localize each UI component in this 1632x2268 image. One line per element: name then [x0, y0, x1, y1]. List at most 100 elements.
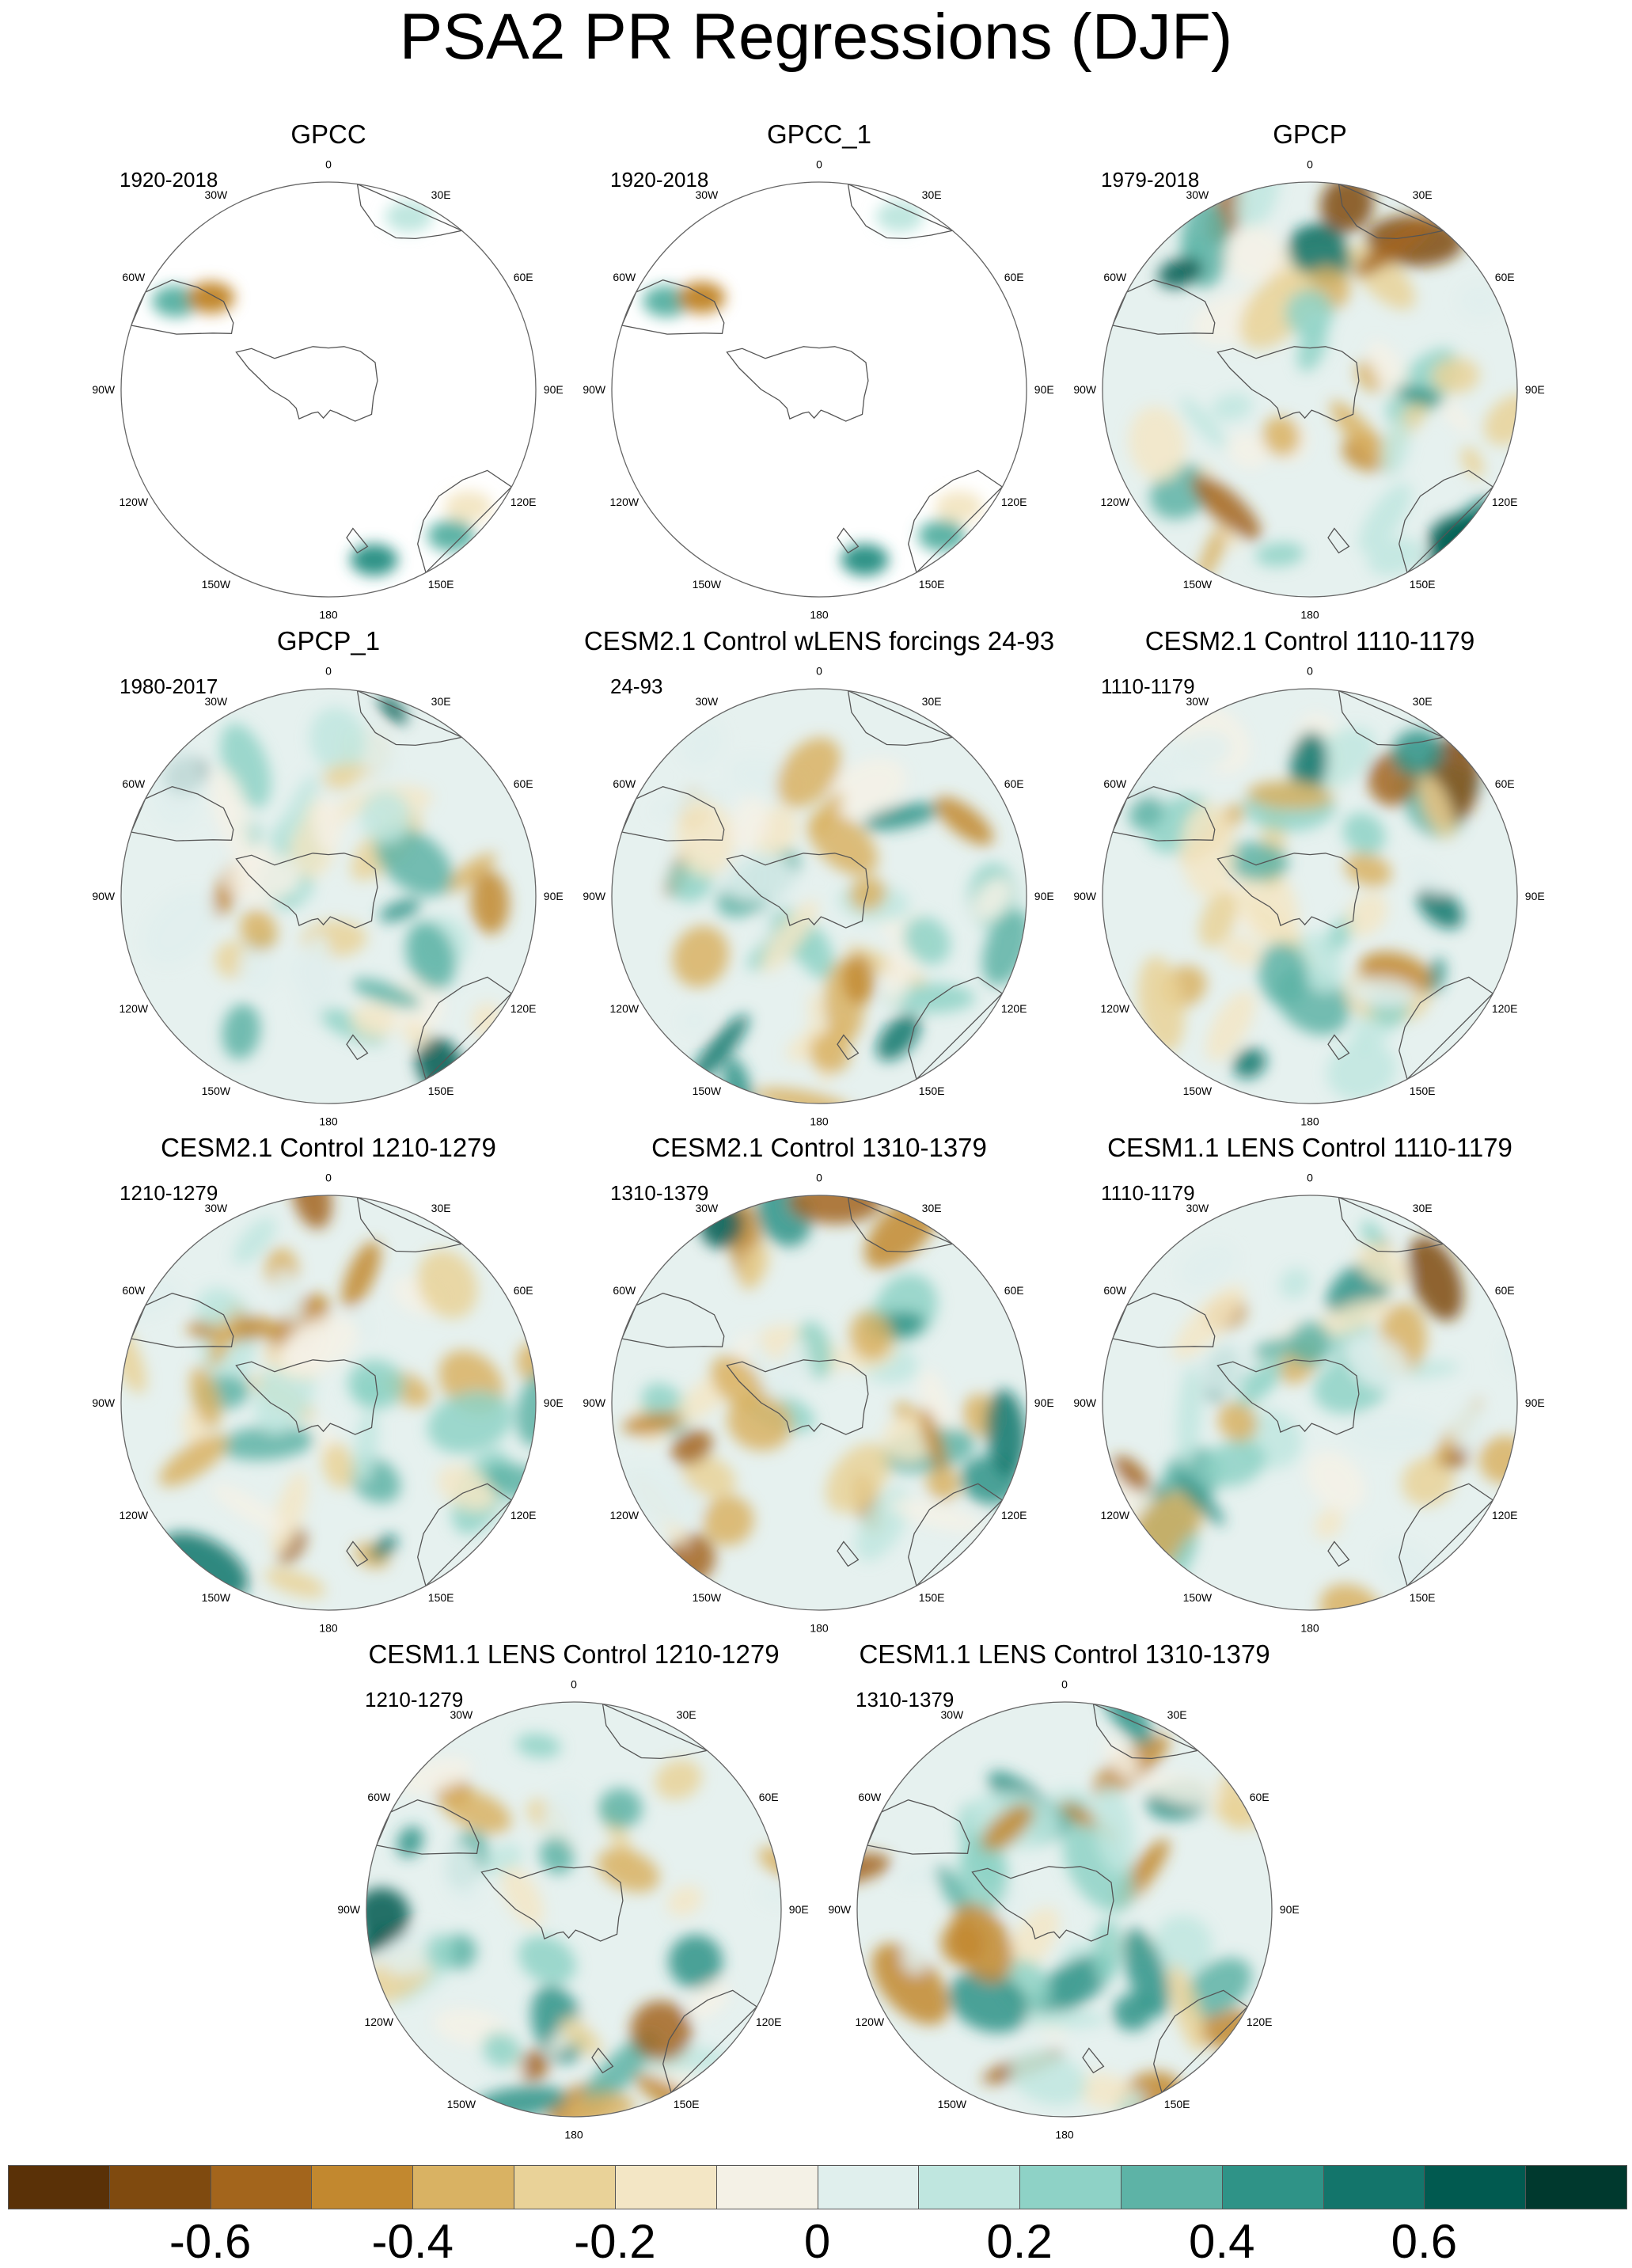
longitude-label: 90W — [92, 890, 116, 902]
colorbar-tick-label: -0.2 — [574, 2215, 656, 2268]
map-panel: 0 30E 60E 90E 120E 150E 180 150W 120W 90W 60W 30W GP… — [1065, 119, 1555, 625]
longitude-label: 90E — [544, 1396, 564, 1409]
longitude-label: 120W — [1101, 1002, 1130, 1015]
longitude-label: 90E — [1034, 890, 1054, 902]
longitude-label: 150E — [1410, 1085, 1436, 1097]
longitude-label: 90W — [583, 383, 606, 396]
longitude-label: 150W — [202, 578, 231, 591]
colorbar-cell — [1323, 2165, 1425, 2209]
longitude-label: 60E — [1495, 777, 1515, 790]
longitude-label: 30E — [431, 695, 451, 708]
panel-period: 1980-2017 — [120, 674, 218, 698]
map-panel: 0 30E 60E 90E 120E 150E 180 150W 120W 90W 60W 30W CE… — [1065, 1132, 1555, 1639]
colorbar-cell — [1221, 2165, 1324, 2209]
colorbar-cell — [1120, 2165, 1223, 2209]
longitude-label: 150E — [428, 578, 454, 591]
longitude-label: 30W — [695, 1202, 719, 1214]
longitude-label: 60E — [1004, 1284, 1024, 1297]
longitude-label: 30E — [1167, 1708, 1187, 1721]
antarctica-outline — [1216, 346, 1360, 422]
longitude-label: 90E — [1034, 1396, 1054, 1409]
map-panel: 0 30E 60E 90E 120E 150E 180 150W 120W 90W 60W 30W GP… — [574, 119, 1065, 625]
longitude-label: 180 — [1300, 1621, 1319, 1634]
polar-map: 0 30E 60E 90E 120E 150E 180 150W 120W 90W 60W 30W — [828, 1678, 1300, 2141]
longitude-label: 60E — [759, 1791, 779, 1803]
longitude-label: 120E — [1492, 1509, 1518, 1521]
longitude-label: 120E — [1001, 1002, 1027, 1015]
longitude-label: 60W — [367, 1791, 391, 1803]
colorbar — [8, 2165, 1627, 2211]
longitude-label: 30W — [450, 1708, 473, 1721]
longitude-label: 30E — [677, 1708, 696, 1721]
polar-map: 0 30E 60E 90E 120E 150E 180 150W 120W 90W 60W 30W — [92, 158, 563, 621]
longitude-label: 150W — [693, 1085, 722, 1097]
antarctica-outline — [235, 1359, 378, 1435]
map-panel: 0 30E 60E 90E 120E 150E 180 150W 120W 90W 60W 30W CE… — [83, 1132, 574, 1639]
map-boundary — [366, 1701, 782, 2118]
colorbar-tick-label: -0.4 — [371, 2215, 454, 2268]
panel-period: 1920-2018 — [610, 168, 709, 192]
colorbar-cell — [614, 2165, 717, 2209]
colorbar-cell — [817, 2165, 920, 2209]
longitude-label: 0 — [816, 665, 822, 678]
longitude-label: 60E — [514, 1284, 533, 1297]
map-boundary — [611, 688, 1027, 1104]
colorbar-tick-label: 0.4 — [1189, 2215, 1255, 2268]
longitude-label: 90W — [583, 890, 606, 902]
longitude-label: 60E — [1495, 271, 1515, 283]
polar-map: 0 30E 60E 90E 120E 150E 180 150W 120W 90W 60W 30W — [1073, 665, 1544, 1128]
polar-map: 0 30E 60E 90E 120E 150E 180 150W 120W 90W 60W 30W — [1073, 158, 1544, 621]
longitude-label: 120W — [120, 1509, 149, 1521]
colorbar-tick-label: 0.2 — [986, 2215, 1053, 2268]
colorbar-cell — [1424, 2165, 1527, 2209]
longitude-label: 90W — [1073, 1396, 1097, 1409]
map-boundary — [120, 688, 537, 1104]
polar-map: 0 30E 60E 90E 120E 150E 180 150W 120W 90W 60W 30W — [1073, 1172, 1544, 1635]
map-panel: 0 30E 60E 90E 120E 150E 180 150W 120W 90W 60W 30W CE… — [1065, 625, 1555, 1132]
longitude-label: 90E — [1280, 1903, 1300, 1916]
longitude-label: 60W — [613, 777, 636, 790]
longitude-label: 90W — [337, 1903, 361, 1916]
panel-period: 1979-2018 — [1101, 168, 1200, 192]
longitude-label: 30E — [1413, 695, 1433, 708]
longitude-label: 120W — [610, 496, 640, 508]
longitude-label: 150E — [1410, 1591, 1436, 1604]
panel-title: GPCC — [290, 120, 366, 149]
antarctica-outline — [235, 853, 378, 929]
longitude-label: 30W — [1186, 695, 1209, 708]
longitude-label: 90W — [583, 1396, 606, 1409]
antarctica-outline — [1216, 853, 1360, 929]
longitude-label: 180 — [319, 608, 338, 621]
longitude-label: 150E — [919, 578, 945, 591]
longitude-label: 90E — [789, 1903, 809, 1916]
colorbar-cell — [514, 2165, 616, 2209]
longitude-label: 30W — [204, 695, 228, 708]
longitude-label: 30E — [431, 1202, 451, 1214]
longitude-label: 60E — [1495, 1284, 1515, 1297]
map-panel: 0 30E 60E 90E 120E 150E 180 150W 120W 90W 60W 30W CE… — [328, 1639, 819, 2145]
panel-title: GPCP — [1273, 120, 1347, 149]
longitude-label: 30W — [204, 1202, 228, 1214]
panel-period: 1310-1379 — [610, 1181, 709, 1205]
longitude-label: 30E — [922, 695, 942, 708]
colorbar-cell — [1525, 2165, 1627, 2209]
longitude-label: 60W — [1103, 1284, 1127, 1297]
longitude-label: 120E — [1492, 496, 1518, 508]
longitude-label: 60W — [613, 1284, 636, 1297]
panel-title: CESM2.1 Control 1310-1379 — [651, 1133, 987, 1162]
longitude-label: 60W — [613, 271, 636, 283]
longitude-label: 150W — [1183, 1085, 1213, 1097]
longitude-label: 0 — [816, 158, 822, 171]
longitude-label: 180 — [319, 1115, 338, 1127]
longitude-label: 180 — [564, 2128, 583, 2141]
longitude-label: 90W — [1073, 383, 1097, 396]
longitude-label: 180 — [319, 1621, 338, 1634]
panel-title: CESM1.1 LENS Control 1110-1179 — [1107, 1133, 1512, 1162]
longitude-label: 60W — [1103, 777, 1127, 790]
longitude-label: 150E — [428, 1085, 454, 1097]
polar-map: 0 30E 60E 90E 120E 150E 180 150W 120W 90W 60W 30W — [92, 1172, 564, 1635]
longitude-label: 120W — [610, 1509, 640, 1521]
longitude-label: 30E — [431, 188, 451, 201]
longitude-label: 30E — [1413, 188, 1433, 201]
colorbar-cell — [210, 2165, 313, 2209]
